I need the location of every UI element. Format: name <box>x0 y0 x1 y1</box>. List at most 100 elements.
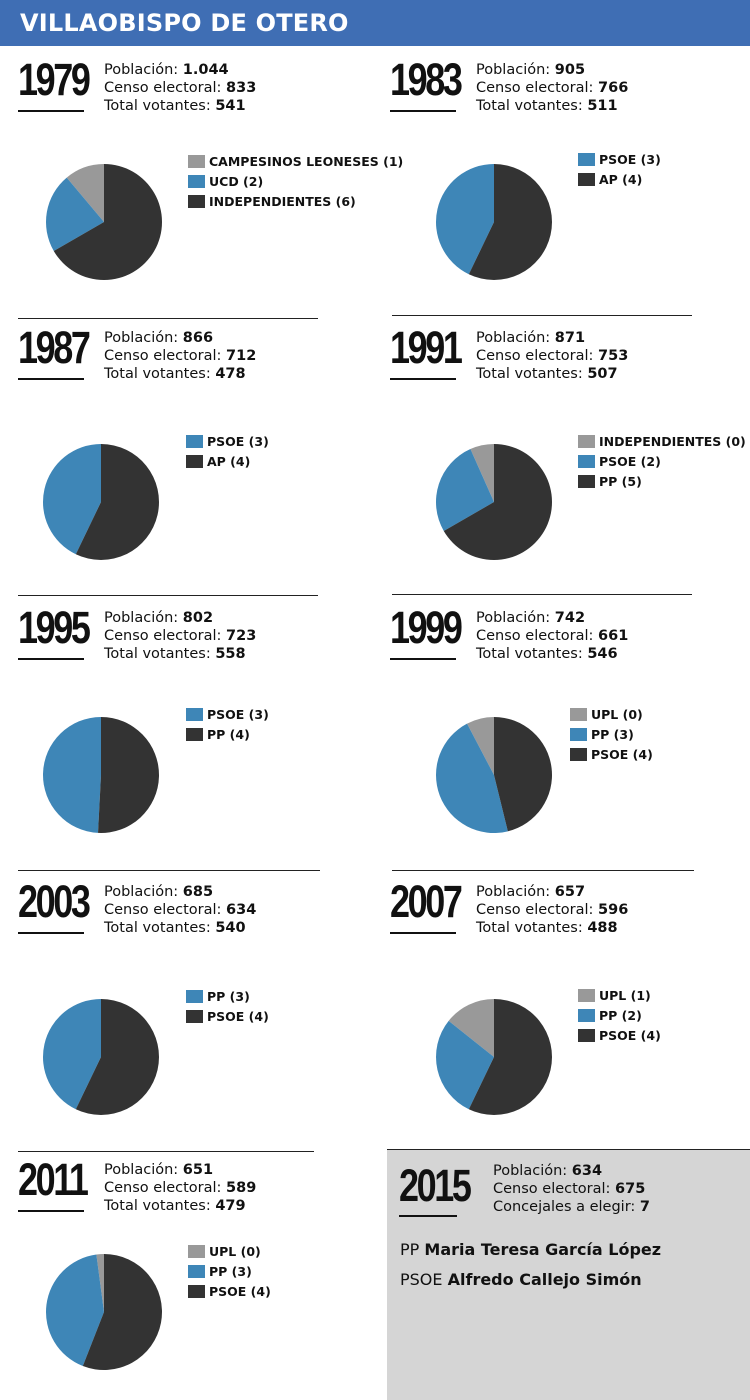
legend-swatch <box>578 1029 595 1042</box>
census-line: Censo electoral: 675 <box>493 1180 650 1198</box>
legend-item: PSOE (2) <box>578 452 746 472</box>
legend-swatch <box>186 728 203 741</box>
pie-slice <box>443 444 552 560</box>
year-underline <box>18 932 84 934</box>
candidate-name: Maria Teresa García López <box>424 1240 662 1259</box>
legend-label: UPL (0) <box>591 707 643 722</box>
councillors-line: Concejales a elegir: 7 <box>493 1198 650 1216</box>
councillors-label: Concejales a elegir: <box>493 1199 636 1215</box>
voters-label: Total votantes: <box>104 1198 211 1214</box>
year-underline <box>390 658 456 660</box>
voters-value: 488 <box>587 920 618 936</box>
legend-item: PP (2) <box>578 1006 661 1026</box>
legend-label: PP (3) <box>591 727 634 742</box>
census-value: 723 <box>226 628 257 644</box>
population-line: Población: 866 <box>104 329 256 347</box>
voters-value: 540 <box>215 920 246 936</box>
voters-line: Total votantes: 511 <box>476 97 628 115</box>
pie-chart <box>436 717 552 833</box>
voters-line: Total votantes: 478 <box>104 365 256 383</box>
year-underline <box>390 110 456 112</box>
legend-swatch <box>186 455 203 468</box>
year-label: 2011 <box>18 1154 89 1205</box>
population-value: 871 <box>554 330 586 346</box>
legend-item: PP (5) <box>578 472 746 492</box>
voters-value: 511 <box>587 98 618 114</box>
census-value: 712 <box>226 348 257 364</box>
legend-item: INDEPENDIENTES (0) <box>578 432 746 452</box>
pie-chart <box>43 444 159 560</box>
legend-item: PP (3) <box>188 1262 271 1282</box>
legend-item: PSOE (3) <box>186 432 269 452</box>
legend-item: INDEPENDIENTES (6) <box>188 192 403 212</box>
year-label: 1987 <box>18 322 91 373</box>
legend-label: PP (4) <box>207 727 250 742</box>
legend-item: AP (4) <box>186 452 269 472</box>
legend: INDEPENDIENTES (0) PSOE (2) PP (5) <box>578 432 746 492</box>
voters-value: 479 <box>215 1198 246 1214</box>
voters-value: 478 <box>215 366 246 382</box>
population-line: Población: 651 <box>104 1161 256 1179</box>
pie-slice <box>82 1254 162 1370</box>
stats-block: Población: 905 Censo electoral: 766 Total … <box>476 61 628 115</box>
voters-line: Total votantes: 488 <box>476 919 628 937</box>
voters-label: Total votantes: <box>476 646 583 662</box>
pie-slice <box>46 1254 104 1367</box>
voters-value: 546 <box>587 646 618 662</box>
page-title: VILLAOBISPO DE OTERO <box>20 9 349 37</box>
pie-slice <box>75 444 159 560</box>
legend-swatch <box>578 435 595 448</box>
pie-slice <box>436 723 508 833</box>
census-line: Censo electoral: 661 <box>476 627 628 645</box>
voters-line: Total votantes: 558 <box>104 645 256 663</box>
year-underline <box>390 378 456 380</box>
legend-label: PP (5) <box>599 474 642 489</box>
census-line: Censo electoral: 766 <box>476 79 628 97</box>
voters-label: Total votantes: <box>104 646 211 662</box>
population-value: 685 <box>182 884 214 900</box>
legend: CAMPESINOS LEONESES (1) UCD (2) INDEPENDIE… <box>188 152 403 212</box>
population-value: 802 <box>182 610 214 626</box>
legend-label: PSOE (3) <box>207 707 269 722</box>
year-label: 1983 <box>390 54 463 105</box>
pie-slice <box>43 717 101 833</box>
stats-2015: Población: 634 Censo electoral: 675 Conc… <box>493 1162 650 1216</box>
census-label: Censo electoral: <box>476 348 594 364</box>
stats-block: Población: 1.044 Censo electoral: 833 Tota… <box>104 61 256 115</box>
pie-slice <box>494 717 552 832</box>
stats-block: Población: 651 Censo electoral: 589 Total … <box>104 1161 256 1215</box>
section-divider <box>18 870 320 871</box>
pie-slice <box>436 164 494 275</box>
pie-chart <box>43 999 159 1115</box>
census-label: Censo electoral: <box>493 1181 611 1197</box>
legend-label: CAMPESINOS LEONESES (1) <box>209 154 404 169</box>
candidate-party: PP <box>400 1240 420 1259</box>
legend-label: INDEPENDIENTES (0) <box>599 434 746 449</box>
section-divider <box>392 594 692 595</box>
census-value: 675 <box>615 1181 646 1197</box>
pie-slice <box>66 164 104 222</box>
divider-2015 <box>387 1149 750 1150</box>
census-label: Censo electoral: <box>104 1180 222 1196</box>
section-divider <box>18 595 318 596</box>
legend-label: PSOE (4) <box>591 747 653 762</box>
legend-item: CAMPESINOS LEONESES (1) <box>188 152 403 172</box>
pie-chart <box>43 717 160 833</box>
population-value: 905 <box>554 62 586 78</box>
year-label: 1979 <box>18 54 91 105</box>
pie-slice <box>436 449 494 531</box>
legend-item: PP (4) <box>186 725 269 745</box>
legend-label: PSOE (4) <box>207 1009 269 1024</box>
population-label: Población: <box>104 1162 179 1178</box>
pie-slice <box>43 444 101 555</box>
legend-swatch <box>570 708 587 721</box>
census-value: 766 <box>598 80 629 96</box>
population-label: Población: <box>104 610 179 626</box>
legend-swatch <box>186 1010 203 1023</box>
voters-label: Total votantes: <box>104 98 211 114</box>
header-bar: VILLAOBISPO DE OTERO <box>0 0 750 46</box>
legend-swatch <box>570 728 587 741</box>
census-label: Censo electoral: <box>476 902 594 918</box>
candidate-party: PSOE <box>400 1270 443 1289</box>
section-divider <box>392 870 694 871</box>
